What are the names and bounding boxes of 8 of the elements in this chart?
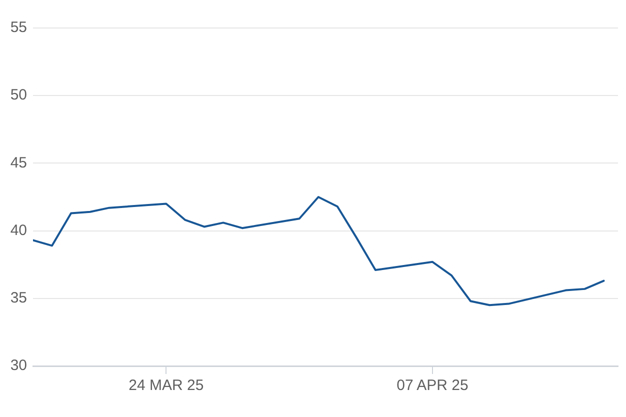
y-tick-label: 50: [10, 86, 27, 104]
y-tick-label: 30: [10, 357, 27, 374]
y-tick-label: 55: [10, 19, 27, 36]
y-tick-label: 45: [10, 154, 27, 172]
y-tick-label: 35: [10, 290, 27, 307]
y-tick-label: 40: [10, 222, 27, 239]
x-tick-label: 24 MAR 25: [128, 377, 204, 394]
x-tick-label: 07 APR 25: [396, 377, 468, 394]
